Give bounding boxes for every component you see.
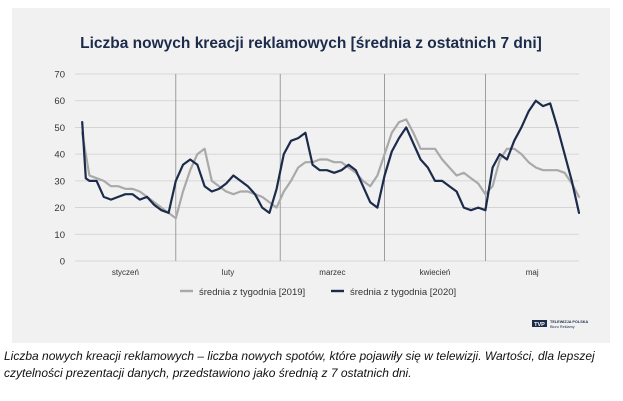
series-layer [81,99,581,220]
legend: średnia z tygodnia [2019] średnia z tygo… [180,287,456,298]
tvp-logo-line2: Biuro Reklamy [550,325,575,329]
y-tick-label-10: 10 [54,230,65,241]
y-tick-label-30: 30 [54,176,65,187]
series-line-2020 [81,99,581,214]
x-axis-month-labels: styczeń luty marzec kwiecień maj [112,268,539,277]
chart-title: Liczba nowych kreacji reklamowych [średn… [80,35,542,52]
y-tick-label-40: 40 [54,150,65,161]
month-label-1: styczeń [112,268,139,277]
line-chart: Liczba nowych kreacji reklamowych [średn… [54,35,589,329]
chart-panel: Liczba nowych kreacji reklamowych [średn… [12,8,610,343]
tvp-logo-line1: TELEWIZJA POLSKA [550,320,589,324]
tvp-logo-badge-text: TVP [534,322,545,328]
month-label-4: kwiecień [420,268,451,277]
legend-label-2020: średnia z tygodnia [2020] [350,287,456,298]
month-label-5: maj [526,268,539,277]
y-tick-label-70: 70 [54,70,65,81]
y-tick-label-60: 60 [54,96,65,107]
y-axis-ticks: 0 10 20 30 40 50 60 70 [54,70,65,268]
month-dividers [175,74,486,261]
y-tick-label-20: 20 [54,203,65,214]
month-label-3: marzec [319,268,345,277]
legend-label-2019: średnia z tygodnia [2019] [199,287,305,298]
tvp-logo-badge [532,320,547,327]
y-tick-label-0: 0 [60,257,65,268]
figure-caption: Liczba nowych kreacji reklamowych – licz… [4,349,595,380]
tvp-logo: TVP TELEWIZJA POLSKA Biuro Reklamy [532,320,589,329]
y-tick-label-50: 50 [54,123,65,134]
month-label-2: luty [222,268,234,277]
series-line-2019 [81,118,581,220]
grid-layer [75,73,579,262]
